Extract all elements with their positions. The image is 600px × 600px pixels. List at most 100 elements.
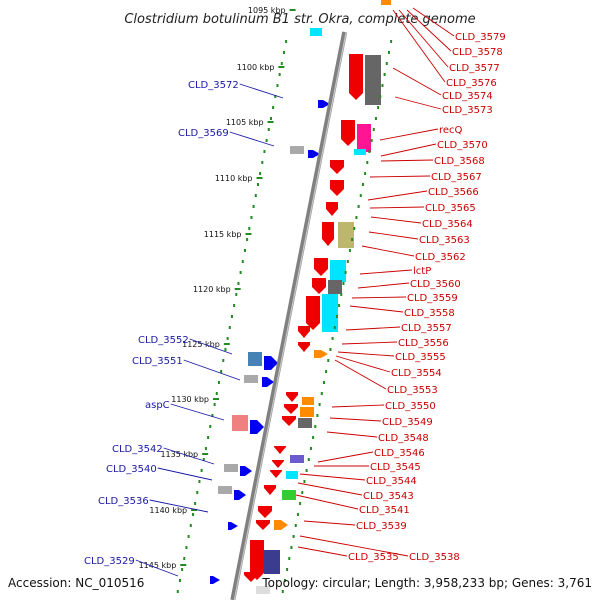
tick-dot-outer bbox=[366, 161, 369, 164]
tick-dot-inner bbox=[272, 106, 275, 109]
right-leader-line bbox=[361, 245, 415, 257]
gene-red bbox=[256, 520, 270, 530]
tick-dot-outer bbox=[314, 425, 317, 428]
kbp-label: 1145 kbp bbox=[139, 561, 177, 570]
gene-blue bbox=[318, 100, 330, 108]
gene-silver bbox=[290, 146, 304, 154]
tick-dot-outer bbox=[387, 51, 390, 54]
tick-dot-inner bbox=[246, 238, 249, 241]
gene-features bbox=[210, 0, 391, 594]
right-leader-line bbox=[380, 159, 434, 162]
tick-dot-inner bbox=[196, 491, 199, 494]
tick-dot-outer bbox=[309, 447, 312, 450]
right-gene-label: CLD_3553 bbox=[387, 385, 438, 396]
gene-light bbox=[256, 586, 270, 594]
tick-dot-inner bbox=[183, 557, 186, 560]
gene-cyan bbox=[310, 28, 322, 36]
gene-red bbox=[272, 460, 284, 468]
kbp-scale: 1095 kbp 1100 kbp 1105 kbp 1110 kbp 1115 kbp… bbox=[139, 6, 296, 570]
right-gene-label: CLD_3562 bbox=[415, 252, 466, 263]
right-leader-line bbox=[406, 9, 452, 52]
tick-dot-inner bbox=[261, 161, 264, 164]
tick-dot-inner bbox=[217, 381, 220, 384]
gene-cyan bbox=[322, 294, 338, 332]
tick-dot-outer bbox=[299, 502, 302, 505]
right-leader-line bbox=[345, 326, 401, 331]
tick-dot-outer bbox=[331, 337, 334, 340]
tick-dot-inner bbox=[181, 568, 184, 571]
backbone-highlight bbox=[233, 31, 347, 600]
tick-dot-inner bbox=[198, 480, 201, 483]
right-leader-line bbox=[349, 305, 404, 313]
right-gene-label: CLD_3565 bbox=[425, 203, 476, 214]
gene-red bbox=[330, 180, 344, 196]
tick-dot-outer bbox=[351, 238, 354, 241]
right-gene-labels: CLD_3579 CLD_3578 CLD_3577 CLD_3576 CLD_3574… bbox=[295, 7, 506, 563]
tick-dot-inner bbox=[211, 414, 214, 417]
right-gene-label: CLD_3545 bbox=[370, 462, 421, 473]
tick-dot-inner bbox=[267, 128, 270, 131]
gene-steel bbox=[248, 352, 262, 366]
right-gene-label: CLD_3541 bbox=[359, 505, 410, 516]
kbp-label: 1130 kbp bbox=[171, 395, 209, 404]
tick-dot-outer bbox=[346, 260, 349, 263]
genome-backbone bbox=[230, 31, 348, 600]
right-leader-line bbox=[303, 520, 356, 526]
backbone-line bbox=[230, 31, 348, 600]
gene-red bbox=[250, 540, 264, 580]
tick-dot-inner bbox=[269, 117, 272, 120]
right-leader-line bbox=[299, 473, 366, 481]
tick-dot-inner bbox=[263, 150, 266, 153]
kbp-tick bbox=[245, 233, 252, 235]
right-gene-label: CLD_3577 bbox=[449, 63, 500, 74]
right-gene-label: CLD_3578 bbox=[452, 47, 503, 58]
right-gene-label: lctP bbox=[413, 266, 431, 277]
tick-dot-inner bbox=[213, 403, 216, 406]
tick-dot-inner bbox=[237, 282, 240, 285]
gene-blue bbox=[210, 576, 220, 584]
right-gene-label: CLD_3558 bbox=[404, 308, 455, 319]
tick-dot-outer bbox=[283, 579, 286, 582]
tick-dot-inner bbox=[274, 95, 277, 98]
right-gene-label: CLD_3568 bbox=[434, 156, 485, 167]
kbp-label: 1120 kbp bbox=[193, 285, 231, 294]
right-gene-label: CLD_3567 bbox=[431, 172, 482, 183]
right-gene-label: CLD_3557 bbox=[401, 323, 452, 334]
gene-blue bbox=[264, 356, 278, 370]
tick-dot-outer bbox=[355, 216, 358, 219]
right-gene-label: CLD_3546 bbox=[374, 448, 425, 459]
left-gene-label: CLD_3529 bbox=[84, 556, 135, 567]
tick-dot-outer bbox=[292, 535, 295, 538]
tick-dot-inner bbox=[194, 502, 197, 505]
kbp-tick bbox=[223, 343, 230, 345]
left-gene-label: CLD_3542 bbox=[112, 444, 163, 455]
tick-dot-inner bbox=[189, 524, 192, 527]
tick-dot-inner bbox=[224, 348, 227, 351]
tick-dot-outer bbox=[316, 414, 319, 417]
right-leader-line bbox=[297, 482, 363, 496]
tick-dot-outer bbox=[381, 84, 384, 87]
gene-blue bbox=[250, 420, 264, 434]
right-leader-line bbox=[379, 128, 439, 141]
gene-grey bbox=[298, 418, 312, 428]
gene-blue bbox=[262, 377, 274, 387]
gene-khaki bbox=[338, 222, 354, 248]
right-leader-line bbox=[326, 431, 378, 438]
tick-dot-outer bbox=[374, 117, 377, 120]
kbp-label: 1110 kbp bbox=[215, 174, 253, 183]
right-gene-label: CLD_3573 bbox=[442, 105, 493, 116]
right-leader-line bbox=[359, 269, 413, 275]
right-leader-line bbox=[299, 535, 409, 557]
tick-dot-outer bbox=[364, 172, 367, 175]
right-gene-label: CLD_3543 bbox=[363, 491, 414, 502]
tick-dot-outer bbox=[329, 348, 332, 351]
right-leader-line bbox=[367, 190, 428, 201]
gene-cyan bbox=[330, 260, 346, 282]
gene-red bbox=[284, 404, 298, 414]
tick-dot-inner bbox=[204, 447, 207, 450]
gene-navy bbox=[264, 550, 280, 574]
kbp-tick bbox=[234, 288, 241, 290]
gene-orange bbox=[274, 520, 288, 530]
left-gene-labels: CLD_3572 CLD_3569 CLD_3552 CLD_3551 aspC CLD_… bbox=[84, 80, 284, 577]
